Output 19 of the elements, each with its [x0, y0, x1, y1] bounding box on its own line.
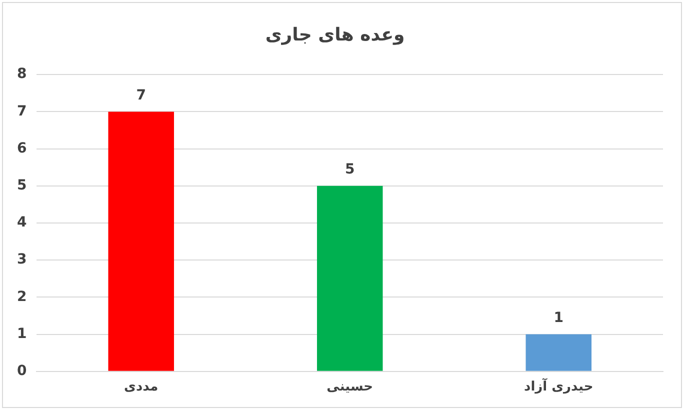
bar: [526, 334, 592, 371]
bar: [316, 186, 383, 371]
y-tick-label: 1: [16, 326, 27, 342]
x-tick-label: حیدری آزاد: [524, 378, 594, 395]
y-tick-label: 0: [16, 363, 27, 380]
y-tick-label: 2: [16, 288, 27, 305]
x-tick-label: مددی: [124, 380, 158, 395]
x-tick-label: حسینی: [326, 380, 374, 395]
y-tick-label: 6: [16, 140, 27, 156]
chart-title: وعده های جاری: [265, 24, 405, 46]
y-tick-label: 8: [16, 66, 27, 82]
y-tick-label: 3: [16, 252, 27, 268]
y-tick-label: 5: [16, 178, 27, 194]
data-label: 1: [554, 310, 564, 326]
bar: [108, 112, 174, 371]
data-label: 5: [344, 162, 355, 178]
y-tick-label: 7: [16, 103, 27, 120]
y-tick-label: 4: [16, 214, 27, 231]
data-label: 7: [136, 87, 146, 104]
